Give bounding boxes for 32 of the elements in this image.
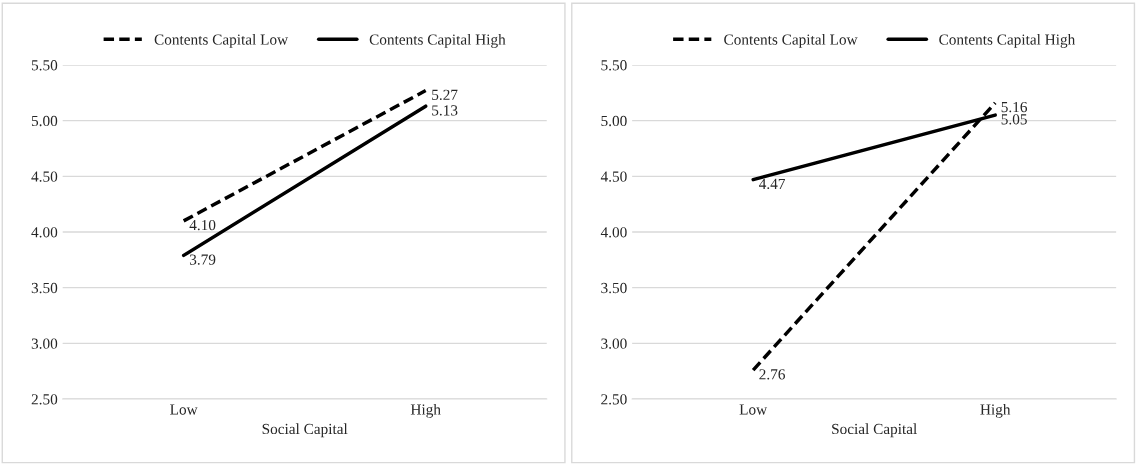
legend-label: Contents Capital High — [369, 33, 506, 48]
x-axis-title: Social Capital — [832, 423, 917, 438]
y-tick-label: 5.00 — [601, 115, 627, 127]
legend-label: Contents Capital Low — [724, 33, 858, 48]
y-tick-label: 3.00 — [601, 338, 627, 349]
y-tick-label: 3.50 — [601, 282, 627, 294]
data-label: 5.16 — [1001, 101, 1028, 113]
x-tick-label: Low — [739, 404, 768, 415]
y-tick-label: 4.50 — [31, 171, 58, 182]
y-tick-label: 2.50 — [601, 394, 627, 405]
x-tick-label: High — [410, 403, 441, 418]
x-tick-label: Low — [170, 404, 198, 415]
data-label: 2.76 — [759, 369, 785, 380]
data-label: 4.47 — [759, 178, 786, 190]
x-axis-title: Social Capital — [262, 423, 348, 438]
legend-label: Contents Capital Low — [154, 33, 289, 48]
data-label: 5.13 — [432, 105, 458, 116]
data-label: 5.27 — [432, 89, 458, 101]
y-tick-label: 4.00 — [600, 227, 627, 238]
y-tick-label: 5.50 — [31, 60, 58, 71]
y-tick-label: 5.50 — [601, 60, 627, 71]
y-tick-label: 4.50 — [600, 171, 627, 182]
x-tick-label: High — [980, 403, 1011, 418]
y-tick-label: 3.00 — [31, 338, 58, 349]
y-tick-label: 4.00 — [31, 227, 58, 238]
data-label: 5.05 — [1001, 114, 1027, 125]
data-label: 3.79 — [189, 254, 216, 265]
y-tick-label: 3.50 — [31, 282, 58, 294]
y-tick-label: 5.00 — [31, 115, 58, 127]
data-label: 4.10 — [189, 219, 216, 231]
y-tick-label: 2.50 — [31, 394, 58, 405]
legend-label: Contents Capital High — [939, 33, 1076, 48]
